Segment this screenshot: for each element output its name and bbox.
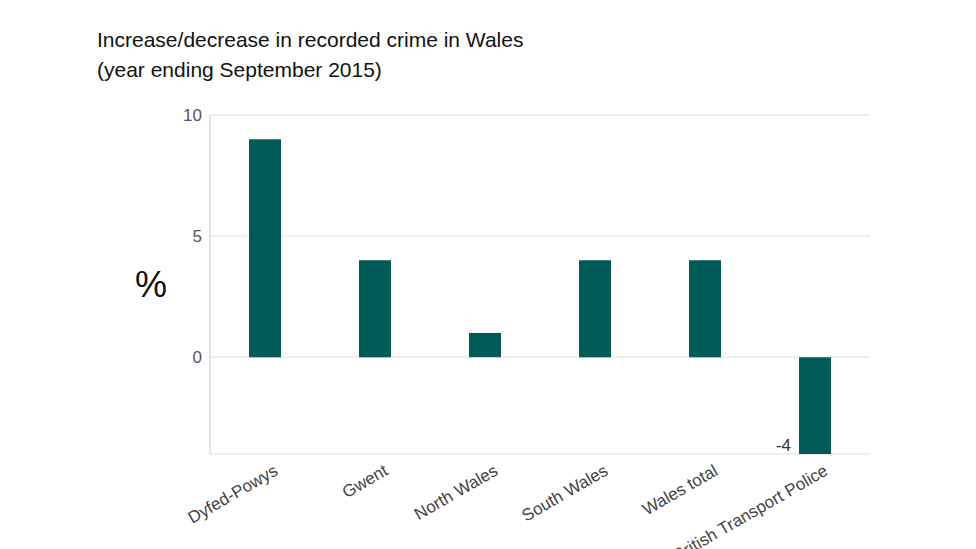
svg-text:Dyfed-Powys: Dyfed-Powys [185,461,281,528]
html-text:Increase/decrease in recorded: Increase/decrease in recorded crime in W… [97,28,524,51]
svg-text:Wales total: Wales total [639,461,721,519]
svg-text:South Wales: South Wales [519,461,611,525]
svg-text:5: 5 [193,227,202,246]
svg-text:10: 10 [183,106,202,125]
svg-text:British Transport Police: British Transport Police [670,461,831,549]
svg-text:%: % [135,264,167,305]
svg-text:0: 0 [193,348,202,367]
svg-text:Gwent: Gwent [339,461,391,502]
svg-text:North Wales: North Wales [411,461,501,524]
svg-text:-4: -4 [776,436,791,455]
html-text:(year ending September 2015): (year ending September 2015) [97,58,382,81]
